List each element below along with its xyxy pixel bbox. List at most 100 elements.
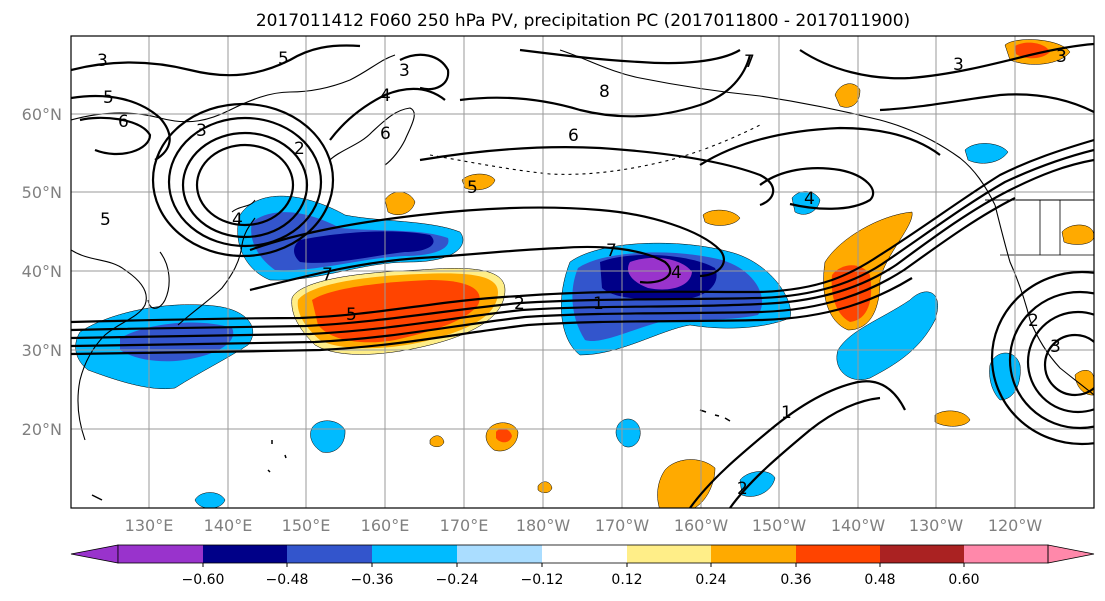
contour-label: 3	[1050, 337, 1061, 357]
pv-contour	[71, 94, 171, 161]
pv-contour	[249, 245, 672, 292]
pv-contour	[1026, 310, 1094, 414]
pv-contour	[519, 48, 741, 65]
contour-label: 5	[346, 305, 357, 325]
coast-aleutians	[429, 124, 761, 175]
lat-label: 60°N	[22, 105, 62, 124]
lon-label: 150°E	[282, 516, 331, 535]
contour-label: 5	[103, 88, 114, 108]
contour-label: 4	[232, 210, 243, 230]
lat-label: 20°N	[22, 420, 62, 439]
pv-contour	[151, 102, 335, 258]
lon-label: 180°W	[516, 516, 571, 535]
colorbar-tick-label: −0.24	[436, 572, 479, 588]
colorbar-bin	[372, 545, 457, 563]
pos-anomaly-small5	[461, 173, 496, 191]
map-panel: 3 5 5 6 3 2 4 6 3 8 6 7 3 5 4 3 4 7 7 2 …	[71, 36, 1094, 508]
coast-na-west	[994, 204, 1094, 396]
contour-label: 3	[97, 51, 108, 71]
pos-anomaly-central-core	[312, 280, 480, 343]
colorbar-tick-label: 0.60	[948, 572, 979, 588]
pv-contour	[990, 270, 1094, 446]
pv-contour	[249, 206, 725, 278]
lat-label: 50°N	[22, 183, 62, 202]
pv-contour	[181, 131, 309, 239]
contour-label: 2	[514, 294, 525, 314]
pv-contour	[167, 116, 323, 248]
pos-anomaly-small7	[834, 83, 861, 108]
pv-contour	[71, 277, 913, 356]
colorbar-outline	[117, 544, 1049, 564]
pv-contour	[399, 53, 450, 91]
colorbar-bin	[118, 545, 203, 563]
pos-anomaly-small4	[384, 191, 416, 215]
map-border	[70, 35, 1095, 509]
coast-japan	[177, 199, 256, 326]
pv-contour	[689, 380, 906, 508]
colorbar-tick-label: −0.12	[521, 572, 564, 588]
colorbar-bin	[457, 545, 542, 563]
contour-label: 3	[953, 55, 964, 75]
lon-label: 160°W	[674, 516, 729, 535]
colorbar-bin	[203, 545, 287, 563]
colorbar-tick-label: 0.36	[780, 572, 811, 588]
contour-label: 5	[100, 210, 111, 230]
colorbar-bin	[964, 545, 1048, 563]
contour-label: 1	[781, 403, 792, 423]
contour-labels: 3 5 5 6 3 2 4 6 3 8 6 7 3 5 4 3 4 7 7 2 …	[97, 47, 1067, 499]
contour-label: 2	[294, 139, 305, 159]
pv-contour	[729, 396, 881, 508]
latitude-labels: 60°N 50°N 40°N 30°N 20°N	[22, 105, 62, 439]
pos-anomaly-small3	[934, 410, 971, 427]
pv-contour	[71, 148, 1094, 332]
colorbar-tick-label: 0.24	[695, 572, 726, 588]
coast-alaska	[559, 49, 996, 206]
coast-kamchatka	[329, 107, 415, 166]
colorbar-min-arrow	[70, 544, 119, 564]
pv-contour	[459, 54, 752, 118]
border-states	[1000, 200, 1094, 256]
contour-label: 2	[737, 479, 748, 499]
lon-label: 150°W	[752, 516, 807, 535]
colorbar-tick-label: −0.48	[266, 572, 309, 588]
pos-anomaly-small8-core	[1015, 42, 1050, 59]
lon-label: 130°W	[909, 516, 964, 535]
map-title: 2017011412 F060 250 hPa PV, precipitatio…	[256, 11, 910, 31]
lon-label: 140°W	[831, 516, 886, 535]
lon-label: 130°E	[125, 516, 174, 535]
neg-anomaly-small5	[194, 492, 226, 508]
contour-label: 3	[399, 61, 410, 81]
contour-label: 1	[593, 294, 604, 314]
lon-label: 120°W	[988, 516, 1043, 535]
pv-contour	[759, 167, 875, 210]
pv-contour	[329, 87, 446, 141]
pv-contour	[71, 197, 1016, 348]
neg-anomaly-sub1	[836, 291, 938, 380]
pv-contour	[699, 126, 941, 166]
contour-label: 6	[118, 112, 129, 132]
colorbar-bin	[287, 545, 372, 563]
contour-label: 4	[671, 263, 682, 283]
pv-contour	[799, 42, 1094, 80]
colorbar-tick-label: 0.48	[864, 572, 895, 588]
neg-anomaly-small6	[739, 471, 776, 497]
pos-anomaly-small6	[702, 209, 741, 226]
contour-label: 3	[196, 121, 207, 141]
pv-contour	[71, 158, 1094, 340]
graticule	[71, 36, 1094, 508]
neg-anomaly-small3	[964, 143, 1009, 164]
colorbar-tick-label: −0.60	[182, 572, 225, 588]
pv-contour	[1043, 333, 1094, 397]
contour-label: 7	[606, 241, 617, 261]
lon-label: 160°E	[361, 516, 410, 535]
pos-anomaly-small9	[1061, 224, 1094, 245]
lat-label: 30°N	[22, 341, 62, 360]
contour-label: 4	[804, 189, 815, 209]
pos-anomaly-small12	[537, 481, 553, 493]
colorbar-bin	[542, 545, 627, 563]
colorbar-bin	[796, 545, 880, 563]
contour-label: 8	[599, 82, 610, 102]
pv-contour	[71, 138, 1094, 324]
pv-contour	[195, 143, 295, 227]
contour-label: 2	[1028, 311, 1039, 331]
